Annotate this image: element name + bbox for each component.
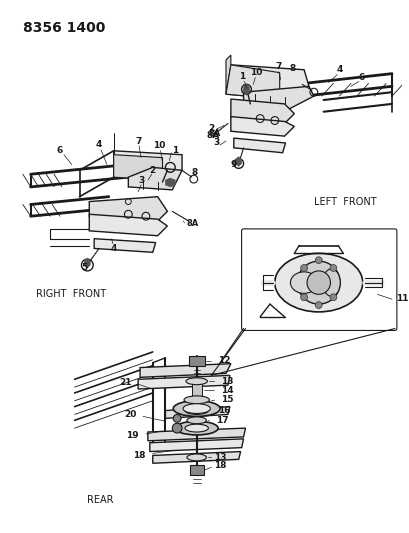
Text: 21: 21 — [119, 378, 132, 387]
Text: 7: 7 — [275, 62, 281, 71]
Text: 20: 20 — [124, 410, 136, 419]
Ellipse shape — [184, 407, 208, 415]
Polygon shape — [191, 383, 201, 397]
Ellipse shape — [290, 272, 317, 293]
Text: 3: 3 — [213, 139, 219, 148]
Text: RIGHT  FRONT: RIGHT FRONT — [36, 289, 106, 300]
Text: 13: 13 — [214, 453, 226, 462]
Polygon shape — [84, 258, 90, 268]
Text: 8A: 8A — [206, 131, 219, 140]
Text: REAR: REAR — [87, 495, 114, 505]
Text: 8A: 8A — [208, 128, 220, 138]
Ellipse shape — [184, 396, 209, 403]
Circle shape — [306, 271, 330, 294]
Text: 8A: 8A — [186, 219, 198, 228]
Polygon shape — [230, 99, 294, 124]
Text: 19: 19 — [126, 431, 139, 440]
Text: 4: 4 — [110, 244, 117, 253]
Text: LEFT  FRONT: LEFT FRONT — [313, 197, 375, 207]
Text: 1: 1 — [239, 72, 245, 81]
Polygon shape — [113, 151, 182, 180]
Ellipse shape — [322, 269, 339, 296]
Circle shape — [297, 261, 339, 304]
Polygon shape — [225, 55, 230, 94]
FancyBboxPatch shape — [241, 229, 396, 330]
Text: 6: 6 — [358, 73, 364, 82]
Text: 17: 17 — [216, 416, 228, 425]
Ellipse shape — [184, 424, 208, 432]
Polygon shape — [140, 364, 230, 377]
Circle shape — [300, 294, 307, 301]
Text: 8: 8 — [191, 168, 198, 177]
Ellipse shape — [187, 454, 206, 461]
Text: 10: 10 — [249, 68, 262, 77]
Circle shape — [329, 264, 336, 271]
Text: 10: 10 — [153, 141, 165, 150]
Text: 2: 2 — [208, 124, 214, 133]
Polygon shape — [149, 439, 243, 451]
Text: 2: 2 — [149, 166, 155, 175]
Polygon shape — [128, 167, 182, 190]
Circle shape — [173, 415, 181, 422]
Text: 5: 5 — [81, 263, 87, 272]
Circle shape — [172, 423, 182, 433]
Text: 12: 12 — [218, 356, 230, 365]
Text: 6: 6 — [57, 146, 63, 155]
Text: 8: 8 — [289, 64, 295, 73]
Ellipse shape — [175, 421, 218, 435]
Polygon shape — [165, 407, 229, 418]
Text: 7: 7 — [135, 136, 141, 146]
Circle shape — [315, 302, 321, 309]
Polygon shape — [243, 84, 249, 95]
Text: 4: 4 — [96, 140, 102, 149]
Polygon shape — [189, 356, 204, 366]
Polygon shape — [89, 197, 167, 221]
Polygon shape — [225, 65, 308, 99]
Polygon shape — [138, 375, 229, 389]
Polygon shape — [189, 465, 203, 475]
Text: 18: 18 — [214, 461, 226, 470]
Circle shape — [329, 294, 336, 301]
Polygon shape — [153, 451, 240, 463]
Polygon shape — [113, 155, 162, 180]
Text: 13: 13 — [220, 377, 233, 386]
Text: 8356 1400: 8356 1400 — [23, 21, 105, 35]
Polygon shape — [243, 86, 313, 109]
Ellipse shape — [173, 401, 220, 416]
Text: 4: 4 — [336, 65, 343, 74]
Text: 3: 3 — [137, 175, 144, 184]
Ellipse shape — [187, 417, 206, 424]
Text: 14: 14 — [220, 385, 233, 394]
Text: 16: 16 — [218, 406, 230, 415]
Polygon shape — [225, 65, 279, 99]
Circle shape — [300, 264, 307, 271]
Polygon shape — [230, 117, 294, 136]
Polygon shape — [94, 239, 155, 252]
Polygon shape — [235, 157, 241, 166]
Ellipse shape — [186, 378, 207, 385]
Text: 9: 9 — [230, 160, 236, 169]
Text: 18: 18 — [133, 451, 146, 460]
Ellipse shape — [182, 403, 210, 414]
Text: 11: 11 — [395, 294, 407, 303]
Polygon shape — [165, 178, 175, 187]
Circle shape — [315, 257, 321, 264]
Polygon shape — [233, 138, 285, 153]
Text: 1: 1 — [172, 146, 178, 155]
Polygon shape — [89, 214, 167, 236]
Ellipse shape — [274, 253, 362, 312]
Text: 15: 15 — [220, 395, 233, 405]
Polygon shape — [148, 428, 245, 441]
